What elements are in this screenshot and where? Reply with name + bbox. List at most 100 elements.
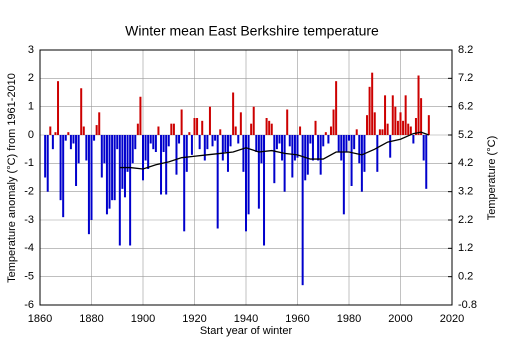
bar [288,135,291,147]
bar [221,135,224,161]
bar [87,135,90,235]
bar [342,135,345,215]
bar [149,135,152,144]
bar [211,135,214,147]
y-tick-label: 2 [28,72,34,84]
bar [229,135,232,147]
y-tick-label: -2 [24,186,34,198]
x-tick-label: 1960 [285,313,309,325]
bar [100,135,103,178]
bar [196,118,199,135]
bar [208,106,211,135]
y-axis-label: Temperature anomaly (°C) from 1961-2010 [6,73,18,283]
chart-title: Winter mean East Berkshire temperature [125,23,379,39]
bar [178,135,181,144]
bar [389,135,392,158]
bar [49,126,52,135]
bar [147,135,150,169]
bar [134,135,137,150]
bar [348,135,350,141]
bar [185,135,188,172]
bar [281,135,284,161]
bar [46,135,49,192]
bar [118,135,121,246]
bar [214,135,217,141]
bar [85,135,88,161]
bar [327,135,330,144]
bar [80,88,83,135]
bar [257,135,260,209]
bar [216,135,219,229]
bar [203,135,206,161]
bar [283,135,286,192]
bar [234,126,237,135]
x-tick-label: 1940 [234,313,258,325]
bar [123,135,126,198]
x-tick-label: 1980 [337,313,361,325]
y2-tick-label: 2.2 [458,214,473,226]
bar [414,118,417,135]
y2-tick-label: 6.2 [458,101,473,113]
bar [332,109,335,135]
bar [154,135,157,152]
bar [105,135,108,215]
bar [350,135,353,186]
y-tick-label: 0 [28,129,34,141]
bar [111,135,114,201]
bar [172,123,175,135]
bar [394,106,397,135]
bar [306,135,309,175]
bar [201,120,204,135]
x-tick-label: 2000 [388,313,412,325]
bar [329,126,332,135]
bar [373,112,376,135]
bar [286,109,289,135]
y-tick-label: -6 [24,299,34,311]
bar [260,135,263,164]
plot-frame [39,49,453,306]
bar [54,132,57,135]
bar [67,132,70,135]
bar [126,135,129,172]
bar [337,135,340,152]
bar [427,115,430,135]
bar [103,135,106,164]
bar [245,135,247,232]
bar [391,95,394,135]
bar [399,112,402,135]
bar [263,135,266,246]
bar [358,135,361,164]
bar [64,135,67,141]
y2-tick-label: 8.2 [458,44,473,56]
bar [69,135,72,150]
bar [188,132,191,135]
x-axis-label: Start year of winter [200,325,293,337]
bar [198,135,201,150]
bar [152,135,155,150]
bar [180,109,183,135]
bar [417,75,420,135]
bar [160,135,163,195]
bar [404,95,407,135]
bar [422,135,425,161]
bar [232,92,235,135]
y2-axis-label: Temperature (°C) [486,136,498,220]
bar [317,135,320,161]
bar [44,135,47,178]
x-tick-label: 2020 [440,313,464,325]
bar [412,135,415,144]
bar [193,118,196,135]
bar [322,135,325,147]
bar [224,135,227,152]
bar [72,135,75,144]
bar [355,129,358,135]
bar [368,86,371,135]
bar [62,135,65,218]
running-mean-line [119,131,430,170]
bar [386,123,389,135]
bar [219,129,222,135]
bar [270,123,273,135]
bar [75,135,78,186]
bar [116,135,119,150]
